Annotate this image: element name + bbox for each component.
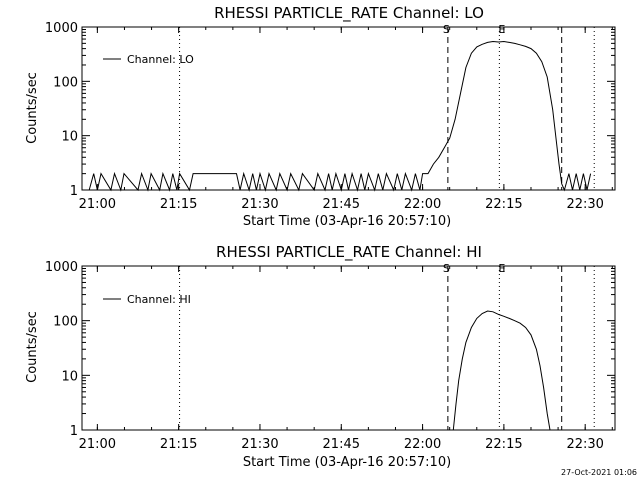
x-tick-label: 21:45	[323, 197, 360, 212]
chart-title-hi: RHESSI PARTICLE_RATE Channel: HI	[216, 243, 482, 262]
y-tick-label: 1000	[45, 260, 78, 275]
y-tick-label: 1	[70, 424, 78, 439]
x-tick-label: 22:00	[404, 197, 441, 212]
series-line	[88, 40, 592, 192]
y-axis-ticks-hi: 1 10 100 1000	[45, 260, 615, 439]
footer-timestamp: 27-Oct-2021 01:06	[561, 468, 637, 477]
x-tick-label: 21:45	[323, 437, 360, 452]
x-tick-label: 21:15	[160, 197, 197, 212]
legend-label-lo: Channel: LO	[127, 53, 194, 66]
y-tick-label: 1000	[45, 21, 78, 36]
x-tick-label: 21:30	[241, 437, 278, 452]
y-tick-label: 100	[53, 315, 78, 330]
y-tick-label: 10	[61, 130, 78, 145]
x-tick-label: 21:00	[79, 197, 116, 212]
y-axis-label-lo: Counts/sec	[25, 72, 40, 144]
x-tick-label: 22:15	[485, 437, 522, 452]
event-marker-label: E	[498, 23, 505, 36]
event-marker-label: E	[498, 262, 505, 275]
y-tick-label: 10	[61, 369, 78, 384]
x-tick-label: 22:00	[404, 437, 441, 452]
series-line	[452, 310, 551, 431]
panel-hi: RHESSI PARTICLE_RATE Channel: HI 21:00 21…	[25, 243, 616, 470]
y-axis-label-hi: Counts/sec	[25, 311, 40, 383]
x-tick-label: 22:30	[566, 197, 603, 212]
x-axis-ticks-hi: 21:00 21:15 21:30 21:45 22:00 22:15 22:30	[79, 266, 613, 452]
legend-label-hi: Channel: HI	[127, 293, 191, 306]
x-tick-label: 21:00	[79, 437, 116, 452]
event-marker-label: S	[443, 23, 450, 36]
x-tick-label: 22:30	[566, 437, 603, 452]
x-axis-label-lo: Start Time (03-Apr-16 20:57:10)	[243, 214, 451, 229]
series-lo	[88, 40, 592, 192]
x-axis-label-hi: Start Time (03-Apr-16 20:57:10)	[243, 455, 451, 470]
event-marker-label: S	[443, 262, 450, 275]
plot-frame-hi	[81, 265, 616, 431]
x-tick-label: 21:30	[241, 197, 278, 212]
y-tick-label: 100	[53, 75, 78, 90]
panel-lo: RHESSI PARTICLE_RATE Channel: LO 21:00 21…	[25, 4, 616, 229]
series-hi	[452, 310, 551, 431]
y-axis-ticks-lo: 1 10 100 1000	[45, 21, 615, 199]
chart-title-lo: RHESSI PARTICLE_RATE Channel: LO	[214, 4, 484, 23]
x-tick-label: 22:15	[485, 197, 522, 212]
x-tick-label: 21:15	[160, 437, 197, 452]
y-tick-label: 1	[70, 184, 78, 199]
